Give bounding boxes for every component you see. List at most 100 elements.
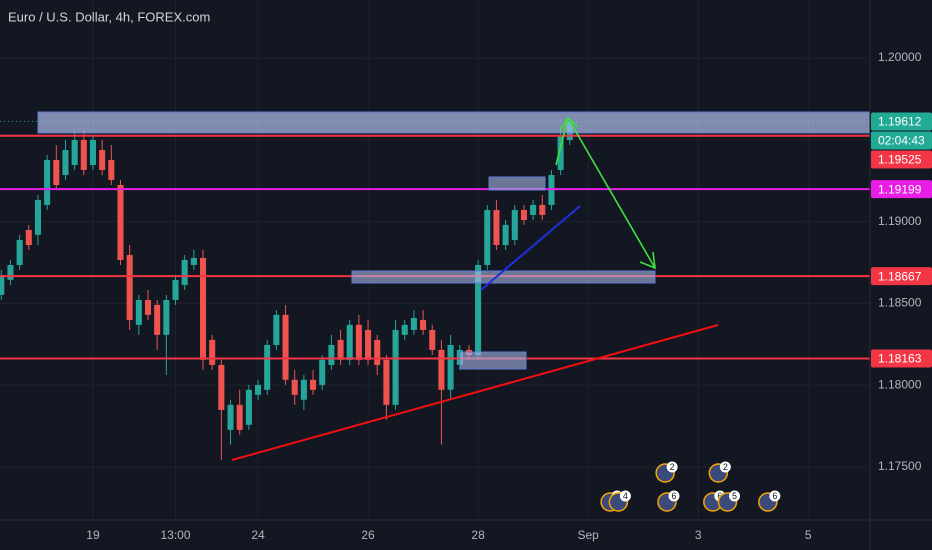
arrow-head xyxy=(559,116,579,131)
candle-body xyxy=(438,349,445,390)
candle-body xyxy=(144,299,152,315)
x-tick-label: 3 xyxy=(695,528,702,542)
event-count: 6 xyxy=(717,491,722,501)
price-level-label-bg xyxy=(871,180,932,199)
candle-body xyxy=(310,379,317,390)
x-tick-label: 24 xyxy=(251,528,265,542)
supply-zone xyxy=(37,111,870,134)
candle-body xyxy=(484,210,491,265)
plot-area xyxy=(0,120,870,460)
candle-body xyxy=(62,149,69,176)
y-tick-label: 1.19000 xyxy=(878,214,922,228)
price-level-label: 1.19525 xyxy=(878,153,922,167)
candle-body xyxy=(71,140,78,166)
drawings xyxy=(37,111,870,461)
candle-body xyxy=(209,339,216,365)
candle-body xyxy=(53,159,60,186)
x-tick-label: 5 xyxy=(805,528,812,542)
candle-body xyxy=(199,257,207,360)
candle-body xyxy=(410,317,417,330)
event-count: 4 xyxy=(623,491,628,501)
event-count: 2 xyxy=(723,462,728,472)
demand-zone xyxy=(351,270,656,284)
last-price-label-bg xyxy=(871,112,932,131)
candle-body xyxy=(319,359,326,385)
price-level-label: 1.19199 xyxy=(878,182,922,196)
last-price-label: 1.19612 xyxy=(878,115,922,129)
candle-body xyxy=(16,239,23,265)
arrow-head xyxy=(639,251,656,270)
candle-body xyxy=(493,210,500,246)
event-count: 6 xyxy=(772,491,777,501)
y-tick-label: 1.17500 xyxy=(878,459,922,473)
candle-body xyxy=(337,339,344,360)
candle-body xyxy=(154,304,161,335)
candle-body xyxy=(346,324,353,360)
candle-body xyxy=(245,389,252,425)
candle-body xyxy=(0,274,5,295)
candle-body xyxy=(227,404,234,430)
candle-body xyxy=(7,264,14,280)
candle-body xyxy=(264,344,271,390)
candle-body xyxy=(99,149,106,170)
candle-body xyxy=(539,204,546,215)
candle-body xyxy=(117,185,124,260)
candle-body xyxy=(530,204,537,215)
candle-body xyxy=(401,324,408,335)
candle-body xyxy=(291,379,298,395)
candle-body xyxy=(365,329,372,360)
price-level-label: 1.18667 xyxy=(878,269,922,283)
chart-title: Euro / U.S. Dollar, 4h, FOREX.com xyxy=(8,9,210,24)
demand-zone xyxy=(459,351,527,370)
candle-body xyxy=(374,339,381,365)
candle-body xyxy=(172,279,179,300)
candle-body xyxy=(135,299,142,325)
y-tick-label: 1.18000 xyxy=(878,377,922,391)
event-count: 6 xyxy=(671,491,676,501)
trend-line xyxy=(231,324,719,461)
candle-body xyxy=(25,229,32,246)
candle-body xyxy=(181,259,188,285)
price-level-label-bg xyxy=(871,267,932,286)
y-tick-label: 1.20000 xyxy=(878,50,922,64)
candle-body xyxy=(80,140,87,170)
candle-body xyxy=(420,319,427,330)
event-count-bg xyxy=(666,461,678,473)
event-count-bg xyxy=(619,490,631,502)
event-count-bg xyxy=(719,461,731,473)
candle-body xyxy=(255,384,262,395)
candle-body xyxy=(300,379,307,400)
candle-body xyxy=(273,314,280,345)
candle-body xyxy=(89,140,97,166)
candle-body xyxy=(108,159,115,180)
x-tick-label: 13:00 xyxy=(160,528,190,542)
price-level-label: 1.18163 xyxy=(878,352,922,366)
trend-line xyxy=(480,205,581,291)
event-count-bg xyxy=(769,490,781,502)
candle-body xyxy=(520,210,527,221)
candle-body xyxy=(429,329,436,350)
candle-body xyxy=(328,344,335,365)
countdown-label: 02:04:43 xyxy=(878,134,925,148)
event-count-bg xyxy=(729,490,741,502)
x-tick-label: 28 xyxy=(471,528,485,542)
candle-body xyxy=(163,299,170,335)
candle-body xyxy=(282,314,289,380)
candle-body xyxy=(355,324,362,360)
candle-body xyxy=(126,255,133,320)
countdown-label-bg xyxy=(871,131,932,150)
candle-body xyxy=(44,159,51,205)
candle-body xyxy=(475,264,482,355)
candle-body xyxy=(557,134,564,170)
candle-body xyxy=(190,257,197,265)
candle-body xyxy=(236,404,243,430)
price-level-label-bg xyxy=(871,150,932,169)
y-tick-label: 1.18500 xyxy=(878,296,922,310)
event-count: 2 xyxy=(670,462,675,472)
zone xyxy=(488,176,546,191)
price-level-label-bg xyxy=(871,349,932,368)
event-count: 5 xyxy=(732,491,737,501)
